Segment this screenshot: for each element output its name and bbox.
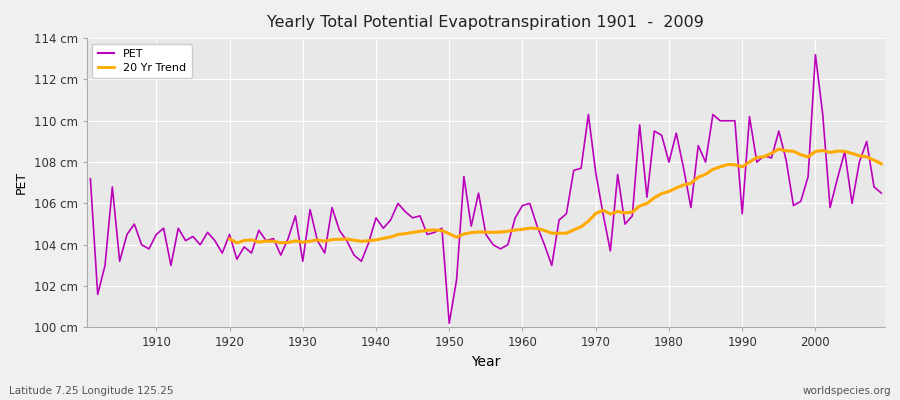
Legend: PET, 20 Yr Trend: PET, 20 Yr Trend: [93, 44, 192, 78]
Title: Yearly Total Potential Evapotranspiration 1901  -  2009: Yearly Total Potential Evapotranspiratio…: [267, 15, 705, 30]
Y-axis label: PET: PET: [15, 171, 28, 194]
X-axis label: Year: Year: [472, 355, 500, 369]
Text: Latitude 7.25 Longitude 125.25: Latitude 7.25 Longitude 125.25: [9, 386, 174, 396]
Text: worldspecies.org: worldspecies.org: [803, 386, 891, 396]
